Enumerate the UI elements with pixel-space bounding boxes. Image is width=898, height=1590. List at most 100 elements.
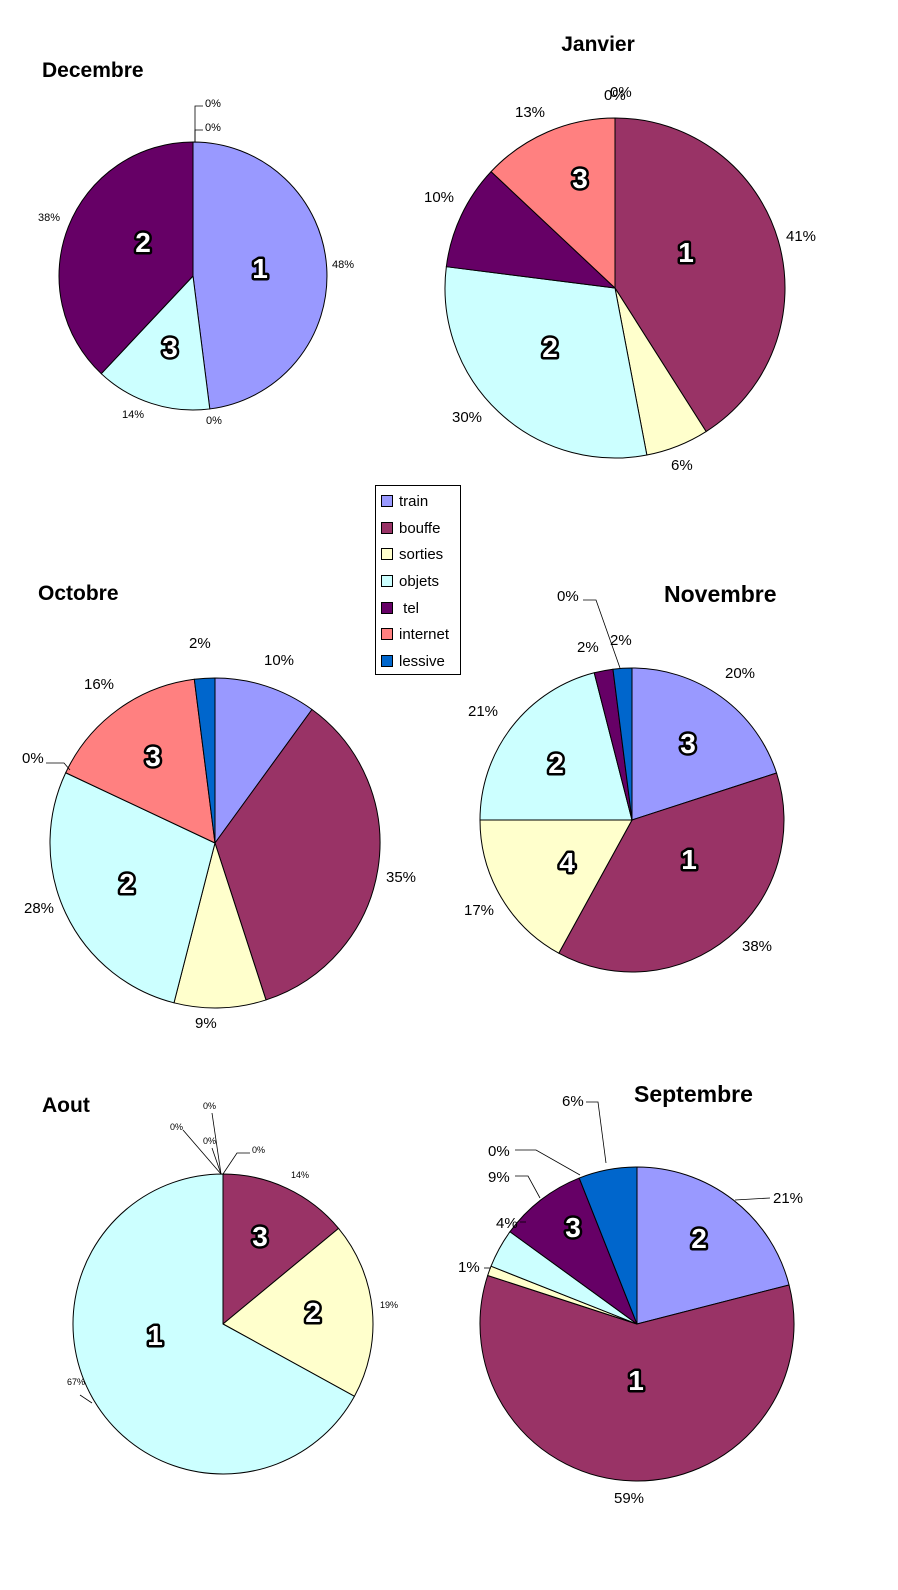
percent-label: 67% bbox=[67, 1377, 85, 1387]
leader-line bbox=[194, 129, 203, 142]
pie-slice-bouffe bbox=[222, 1173, 340, 1325]
rank-label: 2 bbox=[135, 227, 151, 258]
pie-slice-train bbox=[636, 1166, 790, 1325]
percent-label: 16% bbox=[84, 676, 114, 693]
legend-item-tel: tel bbox=[381, 596, 465, 620]
percent-label: 19% bbox=[380, 1300, 398, 1310]
legend-item-train: train bbox=[381, 489, 465, 513]
leader-line bbox=[515, 1175, 541, 1199]
legend-label: internet bbox=[399, 625, 450, 643]
rank-label: 3 bbox=[572, 163, 588, 194]
chart-title: Janvier bbox=[561, 33, 635, 56]
pie-slice-objets bbox=[49, 772, 216, 1004]
percent-label: 41% bbox=[786, 228, 816, 245]
pie-slice-lessive bbox=[193, 677, 216, 844]
percent-label: 10% bbox=[424, 189, 454, 206]
percent-label: 0% bbox=[205, 98, 221, 110]
leader-line bbox=[194, 105, 203, 142]
chart-title: Aout bbox=[42, 1094, 90, 1117]
percent-label: 0% bbox=[557, 588, 579, 605]
pie-slice-bouffe bbox=[614, 117, 786, 433]
pie-slice-internet bbox=[490, 117, 616, 289]
legend-label: objets bbox=[399, 572, 440, 590]
pie-slice-sorties bbox=[479, 819, 633, 954]
percent-label: 6% bbox=[671, 457, 693, 474]
leader-line bbox=[79, 1394, 93, 1404]
percent-label: 30% bbox=[452, 409, 482, 426]
percent-label: 9% bbox=[488, 1169, 510, 1186]
percent-label: 2% bbox=[577, 639, 599, 656]
pie-chart-septembre: Septembre 21% 2 59% 1 1% 4% 9% 3 0% 6% bbox=[458, 1081, 803, 1507]
pie-slice-lessive bbox=[578, 1166, 638, 1325]
percent-label: 0% bbox=[610, 84, 632, 101]
percent-label: 21% bbox=[468, 703, 498, 720]
percent-label: 0% bbox=[252, 1145, 265, 1155]
legend-item-lessive: lessive bbox=[381, 649, 465, 673]
leader-line bbox=[211, 1147, 222, 1175]
percent-label: 17% bbox=[464, 902, 494, 919]
legend-label: train bbox=[399, 492, 429, 510]
rank-label: 1 bbox=[628, 1365, 644, 1396]
legend-item-sorties: sorties bbox=[381, 542, 465, 566]
chart-legend: train bouffe sorties objets tel internet… bbox=[375, 485, 461, 675]
legend-swatch bbox=[381, 548, 393, 560]
percent-label: 38% bbox=[742, 938, 772, 955]
legend-swatch bbox=[381, 522, 393, 534]
legend-swatch bbox=[381, 575, 393, 587]
pie-slice-tel bbox=[509, 1177, 638, 1325]
percent-label: 0% bbox=[203, 1136, 216, 1146]
rank-label: 1 bbox=[678, 237, 694, 268]
rank-label: 2 bbox=[691, 1223, 707, 1254]
rank-label: 3 bbox=[565, 1212, 581, 1243]
percent-label: 20% bbox=[725, 665, 755, 682]
pie-slice-bouffe bbox=[214, 709, 381, 1001]
rank-label: 2 bbox=[305, 1297, 321, 1328]
rank-label: 1 bbox=[681, 844, 697, 875]
chart-title: Novembre bbox=[664, 581, 776, 607]
percent-label: 14% bbox=[291, 1170, 309, 1180]
pie-slice-train bbox=[631, 667, 778, 821]
chart-title: Septembre bbox=[634, 1081, 753, 1107]
pie-slice-bouffe bbox=[479, 1274, 795, 1482]
percent-label: 9% bbox=[195, 1015, 217, 1032]
legend-item-objets: objets bbox=[381, 569, 465, 593]
legend-swatch bbox=[381, 602, 393, 614]
percent-label: 0% bbox=[604, 87, 626, 104]
pie-slice-train bbox=[192, 141, 328, 410]
rank-label: 3 bbox=[680, 728, 696, 759]
pie-chart-decembre: Decembre 48% 1 0% 0% 14% 3 38% 2 0% bbox=[38, 59, 354, 427]
percent-label: 0% bbox=[170, 1122, 183, 1132]
leader-line bbox=[211, 1112, 222, 1175]
leader-line bbox=[515, 1149, 581, 1176]
pie-slice-objets bbox=[479, 672, 633, 821]
legend-label: sorties bbox=[399, 545, 444, 563]
percent-label: 48% bbox=[332, 259, 354, 271]
pie-chart-aout: Aout 14% 3 19% 2 67% 1 0% 0% 0% 0% bbox=[42, 1094, 398, 1475]
rank-label: 2 bbox=[542, 332, 558, 363]
pie-slice-sorties bbox=[173, 842, 267, 1009]
leader-line bbox=[583, 599, 621, 669]
leader-line bbox=[734, 1197, 771, 1201]
pie-slice-bouffe bbox=[558, 772, 785, 973]
leader-line bbox=[586, 1101, 607, 1164]
legend-label: tel bbox=[399, 599, 420, 617]
percent-label: 0% bbox=[203, 1101, 216, 1111]
percent-label: 1% bbox=[458, 1259, 480, 1276]
percent-label: 13% bbox=[515, 104, 545, 121]
percent-label: 14% bbox=[122, 409, 144, 421]
percent-label: 0% bbox=[22, 750, 44, 767]
pie-slice-lessive bbox=[612, 667, 633, 821]
pie-slice-train bbox=[214, 677, 313, 844]
percent-label: 0% bbox=[205, 122, 221, 134]
percent-label: 28% bbox=[24, 900, 54, 917]
percent-label: 0% bbox=[206, 415, 222, 427]
pie-slice-internet bbox=[65, 678, 216, 844]
pie-slice-sorties bbox=[222, 1227, 374, 1397]
legend-item-internet: internet bbox=[381, 622, 465, 646]
rank-label: 3 bbox=[162, 332, 178, 363]
legend-swatch bbox=[381, 655, 393, 667]
pie-slice-objets bbox=[72, 1173, 355, 1475]
chart-title: Decembre bbox=[42, 59, 144, 82]
